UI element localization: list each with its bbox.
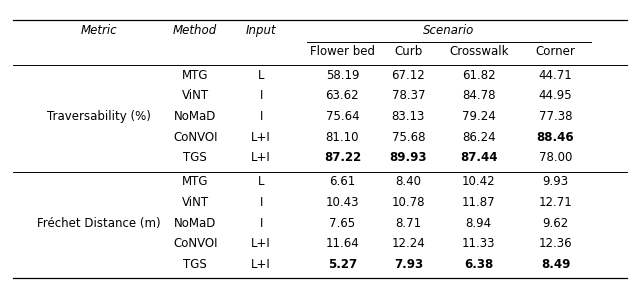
Text: 11.87: 11.87 bbox=[462, 196, 495, 209]
Text: L: L bbox=[258, 175, 264, 189]
Text: 63.62: 63.62 bbox=[326, 89, 359, 102]
Text: 67.12: 67.12 bbox=[392, 69, 425, 82]
Text: L+I: L+I bbox=[252, 151, 271, 164]
Text: 9.93: 9.93 bbox=[543, 175, 568, 189]
Text: 5.27: 5.27 bbox=[328, 258, 357, 271]
Text: ViNT: ViNT bbox=[182, 196, 209, 209]
Text: CoNVOI: CoNVOI bbox=[173, 237, 218, 251]
Text: 75.68: 75.68 bbox=[392, 131, 425, 144]
Text: 6.38: 6.38 bbox=[464, 258, 493, 271]
Text: 7.93: 7.93 bbox=[394, 258, 423, 271]
Text: TGS: TGS bbox=[183, 151, 207, 164]
Text: 79.24: 79.24 bbox=[462, 110, 495, 123]
Text: 10.42: 10.42 bbox=[462, 175, 495, 189]
Text: 10.43: 10.43 bbox=[326, 196, 359, 209]
Text: 78.00: 78.00 bbox=[539, 151, 572, 164]
Text: 81.10: 81.10 bbox=[326, 131, 359, 144]
Text: 88.46: 88.46 bbox=[537, 131, 574, 144]
Text: 77.38: 77.38 bbox=[539, 110, 572, 123]
Text: 84.78: 84.78 bbox=[462, 89, 495, 102]
Text: Traversability (%): Traversability (%) bbox=[47, 110, 151, 123]
Text: 8.49: 8.49 bbox=[541, 258, 570, 271]
Text: 11.64: 11.64 bbox=[326, 237, 359, 251]
Text: NoMaD: NoMaD bbox=[174, 110, 216, 123]
Text: 10.78: 10.78 bbox=[392, 196, 425, 209]
Text: CoNVOI: CoNVOI bbox=[173, 131, 218, 144]
Text: 12.71: 12.71 bbox=[539, 196, 572, 209]
Text: 58.19: 58.19 bbox=[326, 69, 359, 82]
Text: 11.33: 11.33 bbox=[462, 237, 495, 251]
Text: MTG: MTG bbox=[182, 69, 209, 82]
Text: 8.40: 8.40 bbox=[396, 175, 421, 189]
Text: Scenario: Scenario bbox=[423, 24, 475, 37]
Text: 12.36: 12.36 bbox=[539, 237, 572, 251]
Text: I: I bbox=[259, 217, 263, 230]
Text: I: I bbox=[259, 89, 263, 102]
Text: Flower bed: Flower bed bbox=[310, 44, 375, 58]
Text: Method: Method bbox=[173, 24, 218, 37]
Text: 8.71: 8.71 bbox=[396, 217, 421, 230]
Text: ViNT: ViNT bbox=[182, 89, 209, 102]
Text: L+I: L+I bbox=[252, 131, 271, 144]
Text: L: L bbox=[258, 69, 264, 82]
Text: Curb: Curb bbox=[394, 44, 422, 58]
Text: 86.24: 86.24 bbox=[462, 131, 495, 144]
Text: 44.95: 44.95 bbox=[539, 89, 572, 102]
Text: 89.93: 89.93 bbox=[390, 151, 427, 164]
Text: 75.64: 75.64 bbox=[326, 110, 359, 123]
Text: NoMaD: NoMaD bbox=[174, 217, 216, 230]
Text: 78.37: 78.37 bbox=[392, 89, 425, 102]
Text: 8.94: 8.94 bbox=[466, 217, 492, 230]
Text: TGS: TGS bbox=[183, 258, 207, 271]
Text: 44.71: 44.71 bbox=[539, 69, 572, 82]
Text: I: I bbox=[259, 110, 263, 123]
Text: Corner: Corner bbox=[536, 44, 575, 58]
Text: 7.65: 7.65 bbox=[330, 217, 355, 230]
Text: Metric: Metric bbox=[81, 24, 118, 37]
Text: 12.24: 12.24 bbox=[392, 237, 425, 251]
Text: Fréchet Distance (m): Fréchet Distance (m) bbox=[37, 217, 161, 230]
Text: 61.82: 61.82 bbox=[462, 69, 495, 82]
Text: 9.62: 9.62 bbox=[542, 217, 569, 230]
Text: Crosswalk: Crosswalk bbox=[449, 44, 508, 58]
Text: I: I bbox=[259, 196, 263, 209]
Text: MTG: MTG bbox=[182, 175, 209, 189]
Text: Input: Input bbox=[246, 24, 276, 37]
Text: 87.22: 87.22 bbox=[324, 151, 361, 164]
Text: 83.13: 83.13 bbox=[392, 110, 425, 123]
Text: 6.61: 6.61 bbox=[329, 175, 356, 189]
Text: L+I: L+I bbox=[252, 258, 271, 271]
Text: L+I: L+I bbox=[252, 237, 271, 251]
Text: 87.44: 87.44 bbox=[460, 151, 497, 164]
